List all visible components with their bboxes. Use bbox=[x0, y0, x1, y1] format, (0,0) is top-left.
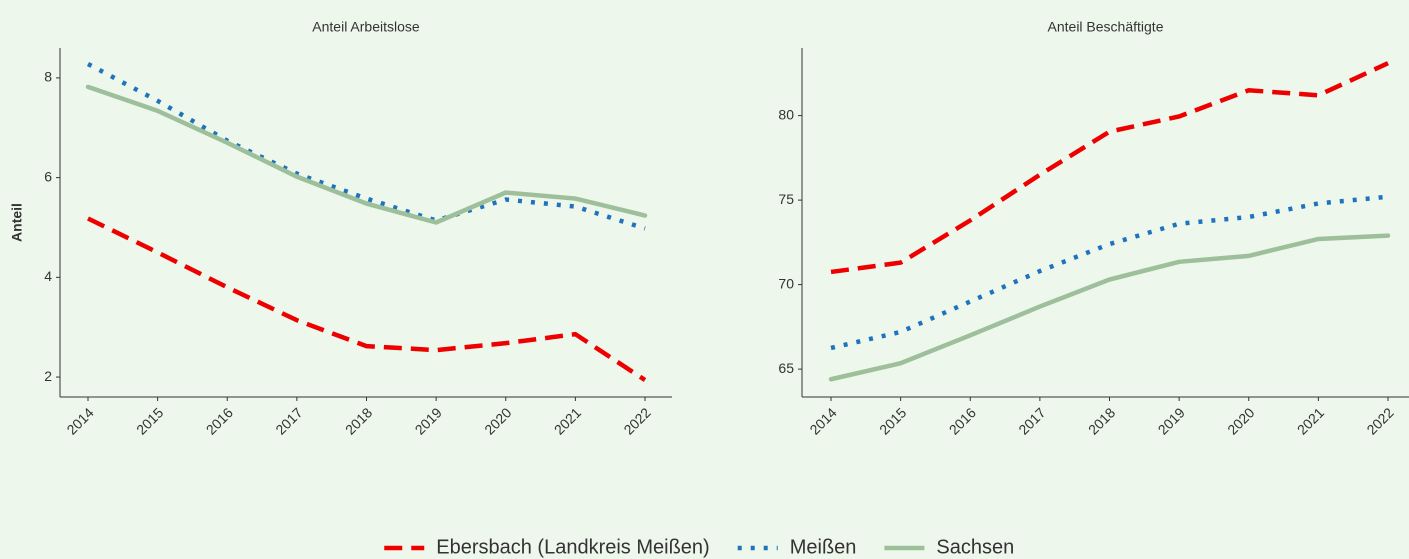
legend-label: Sachsen bbox=[936, 536, 1014, 558]
x-tick-label: 2015 bbox=[133, 404, 166, 437]
line-series bbox=[86, 61, 646, 231]
x-tick-label: 2020 bbox=[481, 404, 514, 437]
x-tick-label: 2015 bbox=[876, 404, 909, 437]
x-tick-label: 2014 bbox=[63, 404, 96, 437]
x-tick-label: 2019 bbox=[412, 404, 445, 437]
chart-title: Anteil Beschäftigte bbox=[1048, 19, 1164, 35]
x-tick-label: 2020 bbox=[1224, 404, 1257, 437]
x-tick-label: 2019 bbox=[1155, 404, 1188, 437]
x-tick-label: 2018 bbox=[1085, 404, 1118, 437]
x-tick-label: 2018 bbox=[342, 404, 375, 437]
y-tick-label: 2 bbox=[44, 368, 52, 384]
line-series bbox=[830, 194, 1389, 351]
y-axis-label: Anteil bbox=[9, 203, 25, 242]
y-tick-label: 80 bbox=[778, 106, 794, 122]
line-series bbox=[87, 216, 647, 382]
line-series bbox=[828, 233, 1391, 382]
x-tick-label: 2016 bbox=[203, 404, 236, 437]
x-tick-label: 2022 bbox=[1363, 404, 1396, 437]
x-tick-label: 2017 bbox=[272, 404, 305, 437]
line-series bbox=[830, 61, 1389, 275]
x-tick-label: 2021 bbox=[551, 404, 584, 437]
y-tick-label: 70 bbox=[778, 275, 794, 291]
legend-label: Ebersbach (Landkreis Meißen) bbox=[436, 536, 709, 558]
x-tick-label: 2022 bbox=[620, 404, 653, 437]
line-series bbox=[85, 84, 648, 225]
x-tick-label: 2017 bbox=[1015, 404, 1048, 437]
y-tick-label: 6 bbox=[44, 168, 52, 184]
chart-title: Anteil Arbeitslose bbox=[312, 19, 420, 35]
y-tick-label: 8 bbox=[44, 69, 52, 85]
y-tick-label: 75 bbox=[778, 191, 794, 207]
x-tick-label: 2016 bbox=[946, 404, 979, 437]
x-tick-label: 2014 bbox=[806, 404, 839, 437]
y-tick-label: 4 bbox=[44, 268, 52, 284]
y-tick-label: 65 bbox=[778, 360, 794, 376]
x-tick-label: 2021 bbox=[1294, 404, 1327, 437]
legend-label: Meißen bbox=[790, 536, 857, 558]
